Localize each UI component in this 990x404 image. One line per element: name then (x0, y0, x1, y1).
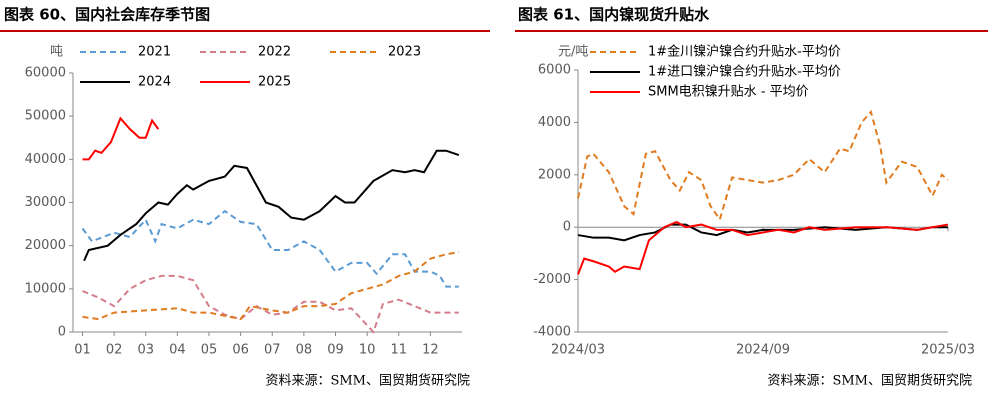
y-tick-label: 30000 (25, 195, 66, 210)
y-axis-label: 元/吨 (558, 45, 588, 60)
source: 资料来源：SMM、国贸期货研究院 (265, 373, 470, 389)
x-tick-label: 04 (169, 343, 186, 358)
y-tick-label: 6000 (538, 63, 571, 78)
x-tick-label: 05 (201, 343, 218, 358)
series-line (577, 220, 949, 275)
y-tick-label: -4000 (533, 325, 571, 340)
y-tick-label: 60000 (25, 66, 66, 81)
chart-title: 图表 60、国内社会库存季节图 (4, 6, 210, 24)
y-axis-label: 吨 (50, 45, 63, 60)
x-tick-label: 2024/03 (551, 343, 605, 358)
y-tick-label: 0 (563, 220, 571, 235)
x-tick-label: 10 (359, 343, 376, 358)
legend-label: 1#金川镍沪镍合约升贴水-平均价 (648, 44, 841, 60)
series-line (82, 274, 459, 334)
source: 资料来源：SMM、国贸期货研究院 (767, 373, 972, 389)
y-tick-label: -2000 (533, 272, 571, 287)
x-tick-label: 09 (327, 343, 344, 358)
y-tick-label: 4000 (538, 115, 571, 130)
legend-label: 1#进口镍沪镍合约升贴水-平均价 (648, 64, 841, 80)
x-tick-label: 03 (137, 343, 154, 358)
x-tick-label: 08 (296, 343, 313, 358)
y-tick-label: 20000 (25, 238, 66, 253)
y-tick-label: 40000 (25, 152, 66, 167)
legend-label: 2025 (258, 75, 291, 90)
legend-label: SMM电积镍升贴水 - 平均价 (648, 85, 809, 100)
x-tick-label: 07 (264, 343, 281, 358)
y-tick-label: 2000 (538, 167, 571, 182)
x-tick-label: 2024/09 (736, 343, 790, 358)
series-line (82, 116, 160, 161)
legend-label: 2021 (138, 45, 171, 60)
x-tick-label: 2025/03 (921, 343, 975, 358)
x-tick-label: 11 (390, 343, 407, 358)
x-tick-label: 01 (74, 343, 91, 358)
series-line (82, 251, 460, 321)
x-tick-label: 06 (232, 343, 249, 358)
chart-title: 图表 61、国内镍现货升贴水 (518, 6, 710, 24)
legend-label: 2022 (258, 45, 291, 60)
y-tick-label: 50000 (25, 109, 66, 124)
x-tick-label: 02 (106, 343, 123, 358)
y-tick-label: 0 (58, 325, 66, 340)
legend-label: 2023 (388, 45, 421, 60)
x-tick-label: 12 (422, 343, 439, 358)
series-line (83, 149, 460, 262)
series-line (81, 209, 459, 288)
series-line (577, 109, 949, 222)
legend-label: 2024 (138, 75, 171, 90)
y-tick-label: 10000 (25, 281, 66, 296)
